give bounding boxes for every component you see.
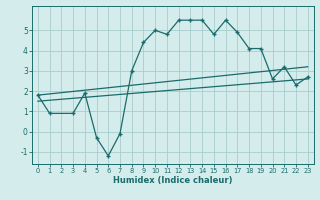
X-axis label: Humidex (Indice chaleur): Humidex (Indice chaleur) <box>113 176 233 185</box>
